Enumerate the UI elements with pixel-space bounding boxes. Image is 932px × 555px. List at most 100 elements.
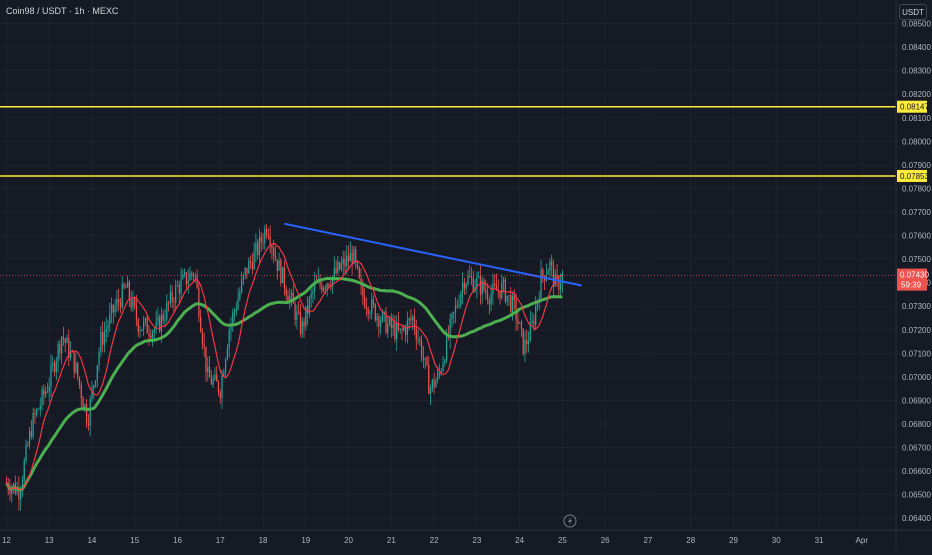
candle-body xyxy=(529,322,531,341)
candle-body xyxy=(25,444,27,461)
x-tick-label: 17 xyxy=(216,536,225,545)
x-tick-label: 16 xyxy=(173,536,182,545)
time-axis-panel[interactable] xyxy=(0,530,932,550)
x-tick-label: Apr xyxy=(856,536,869,545)
x-tick-label: 22 xyxy=(430,536,439,545)
candle-body xyxy=(363,296,366,308)
candle-body xyxy=(346,255,348,267)
currency-button[interactable]: USDT xyxy=(899,4,927,20)
candle-body xyxy=(381,312,384,322)
candle-body xyxy=(483,280,485,291)
candle-body xyxy=(32,413,34,437)
candle-body xyxy=(410,318,412,321)
candle-body xyxy=(421,340,423,358)
candle-body xyxy=(289,296,291,302)
candle-body xyxy=(116,299,118,307)
candle-body xyxy=(344,258,346,267)
candle-body xyxy=(69,351,72,358)
trendline-group[interactable] xyxy=(0,222,896,287)
candle-body xyxy=(166,302,168,320)
current-price-label: 0.07430 xyxy=(900,271,929,280)
candle-body xyxy=(526,339,528,344)
candle-body xyxy=(324,287,327,289)
candle-body xyxy=(444,361,446,364)
candle-body xyxy=(486,292,489,301)
candle-body xyxy=(146,318,148,334)
candle-body xyxy=(437,372,439,381)
candle-body xyxy=(221,375,223,399)
candle-body xyxy=(123,284,125,288)
candle-body xyxy=(331,276,334,287)
candle-body xyxy=(126,281,129,288)
candle-body xyxy=(469,276,471,278)
candle-body xyxy=(264,228,266,243)
candle-body xyxy=(175,285,177,303)
y-tick-label: 0.06900 xyxy=(902,396,931,405)
candle-body xyxy=(460,292,462,305)
candle-body xyxy=(365,307,368,309)
candle-body xyxy=(151,332,154,339)
candle-body xyxy=(485,290,487,293)
candle-body xyxy=(118,299,120,303)
level-price-label: 0.08147 xyxy=(900,103,929,112)
candle-body xyxy=(321,284,323,291)
grid xyxy=(0,0,896,530)
candle-body xyxy=(306,306,309,314)
x-tick-label: 31 xyxy=(815,536,824,545)
candle-body xyxy=(128,281,130,300)
candle-body xyxy=(506,295,508,302)
candle-body xyxy=(397,323,400,330)
candle-body xyxy=(527,340,530,344)
candle-body xyxy=(183,272,186,275)
candle-body xyxy=(155,321,157,330)
symbol-title[interactable]: Coin98 / USDT · 1h · MEXC xyxy=(6,6,119,16)
candle-body xyxy=(34,413,36,415)
candle-body xyxy=(37,409,40,410)
candle-body xyxy=(451,313,453,320)
candle-body xyxy=(169,291,171,304)
candle-body xyxy=(255,242,257,252)
candle-body xyxy=(78,377,81,385)
candle-body xyxy=(185,272,188,285)
horizontal-levels[interactable] xyxy=(0,105,896,177)
candle-body xyxy=(502,279,505,283)
candle-body xyxy=(230,323,232,331)
candle-body xyxy=(542,269,544,276)
candle-body xyxy=(349,252,351,262)
candle-body xyxy=(435,380,437,388)
candle-body xyxy=(178,285,180,294)
lightning-icon[interactable] xyxy=(563,514,577,528)
candle-body xyxy=(276,259,278,271)
candle-body xyxy=(328,283,330,287)
candle-body xyxy=(176,285,179,286)
candle-body xyxy=(91,388,93,400)
y-tick-label: 0.06700 xyxy=(902,444,931,453)
candle-body xyxy=(453,312,455,314)
candle-body xyxy=(135,305,138,320)
y-tick-label: 0.07000 xyxy=(902,373,931,382)
candle-body xyxy=(50,365,52,387)
candle-body xyxy=(488,300,490,305)
candle-body xyxy=(426,357,428,366)
candle-body xyxy=(237,298,239,310)
candle-body xyxy=(401,328,403,331)
x-tick-label: 30 xyxy=(772,536,781,545)
candle-body xyxy=(241,279,243,292)
candle-body xyxy=(39,405,41,410)
candle-body xyxy=(374,304,376,321)
candle-body xyxy=(75,362,77,373)
candle-body xyxy=(9,489,11,494)
candle-body xyxy=(404,327,407,335)
candle-body xyxy=(294,303,296,320)
y-tick-label: 0.08500 xyxy=(902,20,931,29)
candle-body xyxy=(46,391,49,393)
candle-body xyxy=(87,423,90,426)
x-tick-label: 15 xyxy=(130,536,139,545)
trendline[interactable] xyxy=(284,222,582,287)
candle-body xyxy=(476,277,478,288)
candle-body xyxy=(114,306,116,313)
candle-body xyxy=(134,298,136,306)
